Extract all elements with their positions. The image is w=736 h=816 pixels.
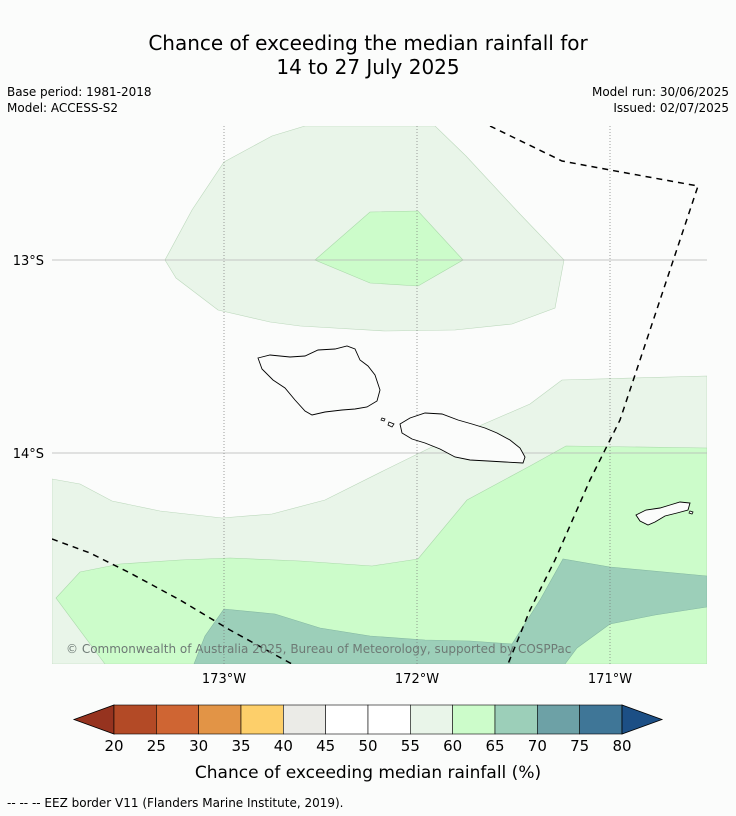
colorbar-tick-label: 60 xyxy=(443,737,462,755)
model-name: Model: ACCESS-S2 xyxy=(7,101,119,115)
prob-contour-65-70-east xyxy=(509,558,707,664)
meta-left: Base period: 1981-2018 Model: ACCESS-S2 xyxy=(7,84,152,116)
lat-label-14s: 14°S xyxy=(13,447,44,462)
colorbar-segment xyxy=(452,704,496,735)
colorbar-segment xyxy=(537,704,580,735)
eez-legend: -- -- -- EEZ border V11 (Flanders Marine… xyxy=(7,796,344,810)
lon-label-173w: 173°W xyxy=(202,672,246,687)
map-area: © Commonwealth of Australia 2025, Bureau… xyxy=(52,126,707,664)
colorbar-segment xyxy=(113,704,157,735)
island-savaii xyxy=(257,345,381,416)
island-upolu xyxy=(399,412,526,464)
colorbar-segment xyxy=(240,704,284,735)
island-manono xyxy=(387,421,395,428)
eez-border-east xyxy=(489,126,699,664)
colorbar-tick-label: 45 xyxy=(316,737,335,755)
colorbar-segment xyxy=(325,704,369,735)
island-apolima xyxy=(380,417,386,422)
colorbar-segment xyxy=(367,704,411,735)
title-line-2: 14 to 27 July 2025 xyxy=(276,55,460,79)
colorbar-tick-label: 20 xyxy=(104,737,123,755)
base-period: Base period: 1981-2018 xyxy=(7,85,152,99)
prob-contour-65-70-west xyxy=(193,608,513,664)
meta-right: Model run: 30/06/2025 Issued: 02/07/2025 xyxy=(592,84,729,116)
eez-border-west xyxy=(52,538,293,664)
colorbar: 20 25 30 35 40 45 50 55 60 65 70 75 80 xyxy=(72,704,664,755)
model-run: Model run: 30/06/2025 xyxy=(591,85,729,99)
colorbar-segment xyxy=(579,704,623,735)
colorbar-tick-label: 35 xyxy=(231,737,250,755)
colorbar-segment xyxy=(410,704,453,735)
colorbar-segment xyxy=(283,704,326,735)
colorbar-over-arrow xyxy=(621,704,664,735)
colorbar-tick-label: 70 xyxy=(528,737,547,755)
island-tutuila xyxy=(635,501,691,526)
colorbar-segment xyxy=(198,704,242,735)
lon-label-172w: 172°W xyxy=(395,672,439,687)
colorbar-tick-label: 55 xyxy=(401,737,420,755)
colorbar-tick-label: 50 xyxy=(358,737,377,755)
colorbar-tick-label: 65 xyxy=(485,737,504,755)
colorbar-under-arrow xyxy=(72,704,115,735)
colorbar-segment xyxy=(494,704,538,735)
colorbar-segment xyxy=(156,704,199,735)
colorbar-tick-label: 40 xyxy=(274,737,293,755)
copyright-text: © Commonwealth of Australia 2025, Bureau… xyxy=(66,642,571,656)
title-line-1: Chance of exceeding the median rainfall … xyxy=(148,31,588,55)
colorbar-tick-label: 25 xyxy=(147,737,166,755)
lat-label-13s: 13°S xyxy=(13,254,44,269)
colorbar-tick-label: 80 xyxy=(612,737,631,755)
map-figure: © Commonwealth of Australia 2025, Bureau… xyxy=(13,126,707,783)
issued-date: Issued: 02/07/2025 xyxy=(613,101,729,115)
colorbar-label: Chance of exceeding median rainfall (%) xyxy=(195,763,541,783)
colorbar-tick-label: 30 xyxy=(189,737,208,755)
island-aunuu xyxy=(688,510,694,515)
chart-title: Chance of exceeding the median rainfall … xyxy=(0,31,736,79)
colorbar-tick-label: 75 xyxy=(570,737,589,755)
lon-label-171w: 171°W xyxy=(588,672,632,687)
